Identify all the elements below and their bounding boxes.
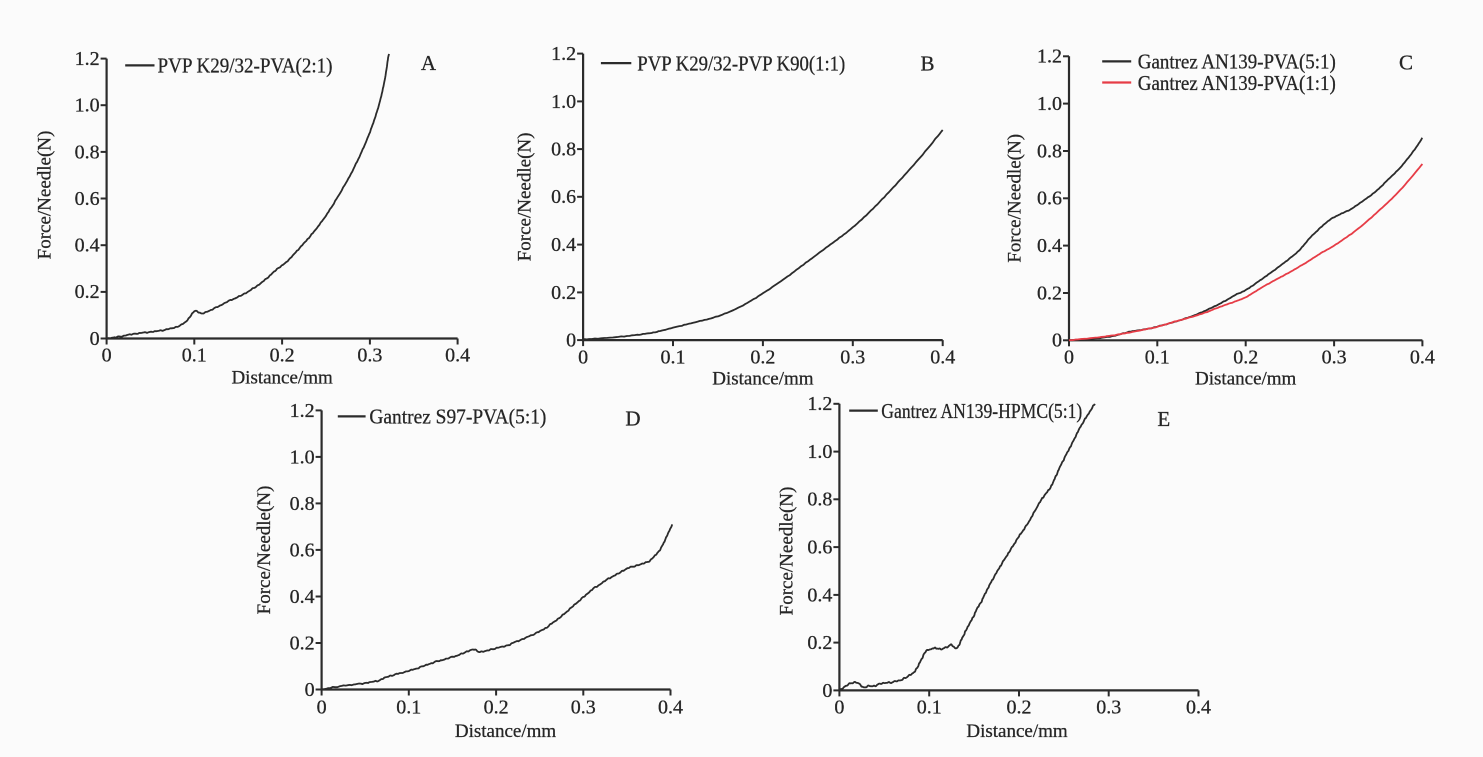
svg-text:0.1: 0.1 — [1145, 346, 1170, 368]
svg-text:0: 0 — [305, 679, 315, 701]
svg-text:0.4: 0.4 — [807, 584, 832, 606]
svg-text:Gantrez AN139-PVA(1:1): Gantrez AN139-PVA(1:1) — [1138, 71, 1336, 95]
svg-text:Distance/mm: Distance/mm — [1195, 369, 1297, 390]
svg-text:1.0: 1.0 — [551, 91, 576, 113]
svg-text:0.2: 0.2 — [551, 282, 576, 304]
svg-text:0: 0 — [578, 346, 588, 368]
svg-text:0: 0 — [1052, 330, 1062, 352]
svg-text:0.3: 0.3 — [1322, 346, 1347, 368]
svg-text:0.1: 0.1 — [182, 344, 207, 366]
svg-text:0.4: 0.4 — [1186, 697, 1211, 719]
svg-text:0.8: 0.8 — [290, 493, 315, 515]
svg-text:0.4: 0.4 — [930, 346, 955, 368]
svg-text:0.4: 0.4 — [445, 344, 470, 366]
svg-text:0.8: 0.8 — [1037, 140, 1062, 162]
svg-text:0.2: 0.2 — [1037, 282, 1062, 304]
svg-text:0.4: 0.4 — [1410, 346, 1435, 368]
svg-text:1.2: 1.2 — [551, 43, 576, 65]
svg-text:0.2: 0.2 — [750, 346, 775, 368]
svg-text:0.2: 0.2 — [1007, 697, 1032, 719]
svg-text:0.3: 0.3 — [840, 346, 865, 368]
svg-text:Force/Needle(N): Force/Needle(N) — [254, 486, 275, 615]
svg-text:0.2: 0.2 — [807, 632, 832, 654]
svg-text:0.1: 0.1 — [396, 696, 421, 718]
svg-text:0: 0 — [834, 697, 844, 719]
svg-text:0: 0 — [317, 696, 327, 718]
svg-text:B: B — [920, 51, 934, 75]
svg-text:0.4: 0.4 — [290, 586, 315, 608]
svg-text:0: 0 — [822, 680, 832, 702]
svg-text:1.2: 1.2 — [807, 393, 832, 415]
svg-text:0.4: 0.4 — [551, 234, 576, 256]
svg-text:Gantrez AN139-PVA(5:1): Gantrez AN139-PVA(5:1) — [1138, 50, 1336, 74]
svg-text:Force/Needle(N): Force/Needle(N) — [777, 487, 798, 616]
svg-text:0.3: 0.3 — [571, 696, 596, 718]
svg-text:0: 0 — [1064, 346, 1074, 368]
svg-text:1.0: 1.0 — [807, 441, 832, 463]
svg-text:0.8: 0.8 — [75, 141, 100, 163]
svg-text:0.4: 0.4 — [658, 696, 683, 718]
svg-text:0.4: 0.4 — [1037, 235, 1062, 257]
svg-text:1.0: 1.0 — [1037, 93, 1062, 115]
svg-text:0.2: 0.2 — [75, 281, 100, 303]
svg-text:0.2: 0.2 — [290, 632, 315, 654]
svg-text:Gantrez AN139-HPMC(5:1): Gantrez AN139-HPMC(5:1) — [881, 399, 1082, 423]
svg-text:0.6: 0.6 — [807, 537, 832, 559]
svg-text:1.2: 1.2 — [75, 48, 100, 70]
svg-text:0.2: 0.2 — [270, 344, 295, 366]
svg-text:Gantrez S97-PVA(5:1): Gantrez S97-PVA(5:1) — [369, 405, 546, 429]
svg-text:0: 0 — [566, 330, 576, 352]
svg-text:A: A — [421, 51, 437, 75]
svg-text:E: E — [1157, 407, 1170, 431]
svg-text:0.8: 0.8 — [807, 489, 832, 511]
svg-text:0: 0 — [102, 344, 112, 366]
svg-text:PVP K29/32-PVA(2:1): PVP K29/32-PVA(2:1) — [158, 54, 333, 78]
svg-text:0.2: 0.2 — [1233, 346, 1258, 368]
svg-text:C: C — [1399, 50, 1413, 74]
svg-text:1.2: 1.2 — [290, 400, 315, 422]
svg-text:0.2: 0.2 — [484, 696, 509, 718]
svg-text:Distance/mm: Distance/mm — [231, 368, 333, 389]
svg-text:Distance/mm: Distance/mm — [712, 369, 814, 390]
svg-text:0.6: 0.6 — [551, 186, 576, 208]
svg-text:0.1: 0.1 — [661, 346, 686, 368]
svg-text:Distance/mm: Distance/mm — [966, 721, 1068, 742]
svg-text:PVP K29/32-PVP K90(1:1): PVP K29/32-PVP K90(1:1) — [637, 51, 845, 75]
svg-text:0.6: 0.6 — [290, 539, 315, 561]
svg-text:Force/Needle(N): Force/Needle(N) — [1004, 134, 1025, 263]
svg-text:0.6: 0.6 — [75, 188, 100, 210]
svg-text:0.4: 0.4 — [75, 235, 100, 257]
svg-text:0.1: 0.1 — [917, 697, 942, 719]
svg-text:1.0: 1.0 — [75, 95, 100, 117]
svg-text:0.3: 0.3 — [1096, 697, 1121, 719]
svg-text:D: D — [625, 406, 640, 430]
svg-text:0: 0 — [90, 328, 100, 350]
svg-text:0.6: 0.6 — [1037, 188, 1062, 210]
svg-text:Force/Needle(N): Force/Needle(N) — [515, 133, 536, 262]
svg-text:Distance/mm: Distance/mm — [455, 721, 557, 742]
svg-text:0.3: 0.3 — [357, 344, 382, 366]
svg-text:Force/Needle(N): Force/Needle(N) — [34, 131, 55, 260]
svg-text:1.0: 1.0 — [290, 446, 315, 468]
svg-text:0.8: 0.8 — [551, 139, 576, 161]
svg-text:1.2: 1.2 — [1037, 46, 1062, 68]
